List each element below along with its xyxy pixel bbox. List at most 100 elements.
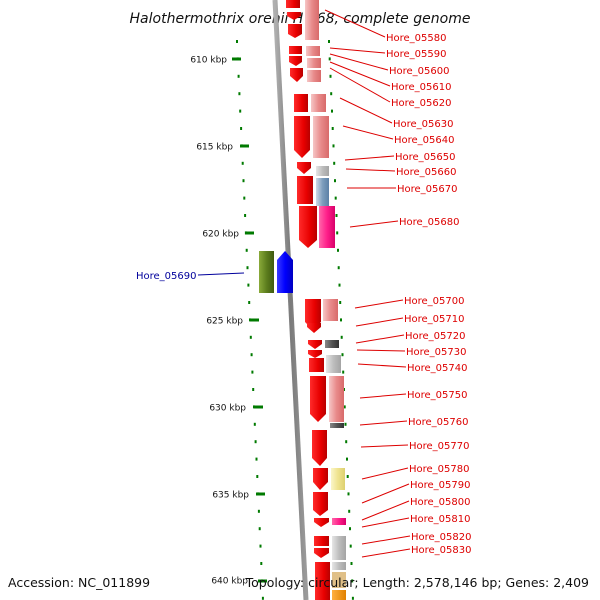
gene-label[interactable]: Hore_05670 [397,184,458,195]
label-line [344,155,395,161]
ruler-minor-tick [330,92,333,96]
gene-arrow[interactable] [307,323,321,333]
ruler-minor-tick [334,196,337,200]
ruler-minor-tick [250,353,253,357]
ruler-minor-tick [347,492,350,496]
gene-label[interactable]: Hore_05640 [394,135,455,146]
label-line [324,9,386,38]
ruler-minor-tick [342,370,345,374]
protein-feature [329,376,344,422]
protein-feature [313,116,329,158]
ruler-minor-tick [336,231,339,235]
ruler-minor-tick [346,457,348,461]
gene-arrow[interactable] [312,430,327,466]
ruler-minor-tick [344,422,347,426]
label-line [361,467,409,480]
gene-label[interactable]: Hore_05660 [396,167,457,178]
label-line [197,272,245,276]
gene-label[interactable]: Hore_05710 [404,314,465,325]
protein-feature [332,536,346,560]
ruler-minor-tick [337,266,340,270]
ruler-minor-tick [244,214,247,217]
ruler-label-615: 615 kbp [196,143,233,153]
ruler-minor-tick [238,92,241,96]
ruler-minor-tick [246,266,249,270]
gene-arrow[interactable] [315,562,330,600]
gene-arrow-reverse[interactable] [277,251,293,293]
gene-arrow[interactable] [309,358,324,372]
gene-label[interactable]: Hore_05740 [407,363,468,374]
protein-feature [325,340,339,348]
ruler-minor-tick [256,475,259,478]
gene-arrow[interactable] [314,548,329,558]
gene-label[interactable]: Hore_05750 [407,390,468,401]
gene-arrow[interactable] [313,492,328,516]
ruler-minor-tick [338,283,341,287]
gene-label[interactable]: Hore_05790 [410,480,471,491]
ruler-minor-tick [331,127,334,130]
gene-label[interactable]: Hore_05700 [404,296,465,307]
gene-arrow[interactable] [314,536,329,546]
gene-label[interactable]: Hore_05780 [409,464,470,475]
ruler-minor-tick [349,544,352,548]
gene-arrow[interactable] [287,12,301,20]
gene-arrow[interactable] [314,518,329,527]
gene-label[interactable]: Hore_05600 [389,66,450,77]
gene-label[interactable]: Hore_05730 [406,347,467,358]
ruler-minor-tick [254,440,257,444]
label-line [361,535,411,545]
gene-label[interactable]: Hore_05690 [136,271,197,282]
gene-label[interactable]: Hore_05650 [395,152,456,163]
ruler-minor-tick [261,596,264,600]
protein-feature [332,572,346,588]
gene-label[interactable]: Hore_05720 [405,331,466,342]
gene-label-lines [197,9,411,558]
label-line [355,334,405,344]
ruler-minor-tick [236,40,238,43]
gene-arrow[interactable] [288,24,302,38]
gene-label[interactable]: Hore_05830 [411,545,472,556]
ruler-label-625: 625 kbp [206,317,243,327]
gene-label[interactable]: Hore_05590 [386,49,447,60]
gene-label[interactable]: Hore_05770 [409,441,470,452]
gene-label[interactable]: Hore_05760 [408,417,469,428]
gene-arrow[interactable] [290,68,303,82]
gene-arrow[interactable] [289,46,302,54]
label-line [359,420,408,426]
gene-arrow[interactable] [305,299,321,330]
protein-feature [259,251,274,293]
gene-arrow[interactable] [294,116,310,158]
gene-arrow[interactable] [297,162,311,174]
protein-feature [307,58,321,68]
gene-arrow[interactable] [299,206,317,248]
gene-arrow[interactable] [289,56,302,66]
gene-label[interactable]: Hore_05820 [411,532,472,543]
gene-label[interactable]: Hore_05810 [410,514,471,525]
gene-label[interactable]: Hore_05580 [386,33,447,44]
ruler-minor-tick [251,370,254,374]
ruler-minor-tick [239,109,242,113]
ruler-minor-tick [343,405,346,409]
ruler-tick-610 [232,57,241,61]
gene-label[interactable]: Hore_05630 [393,119,454,130]
gene-arrow[interactable] [294,94,308,112]
gene-label[interactable]: Hore_05800 [410,497,471,508]
gene-arrow[interactable] [308,350,322,358]
topology-text: Topology: circular; Length: 2,578,146 bp… [245,575,589,590]
ruler-tick-635 [256,492,265,496]
protein-feature [323,299,338,321]
ruler-label-620: 620 kbp [202,230,239,240]
gene-label[interactable]: Hore_05680 [399,217,460,228]
gene-features [259,0,346,600]
gene-arrow[interactable] [286,0,300,8]
gene-arrow[interactable] [308,340,322,349]
gene-arrow[interactable] [310,376,326,422]
ruler-minor-tick [351,596,354,600]
gene-label[interactable]: Hore_05610 [391,82,452,93]
protein-feature [316,178,329,206]
gene-label[interactable]: Hore_05620 [391,98,452,109]
ruler-minor-tick [339,301,342,304]
gene-arrow[interactable] [313,468,328,490]
gene-arrow[interactable] [297,176,313,204]
